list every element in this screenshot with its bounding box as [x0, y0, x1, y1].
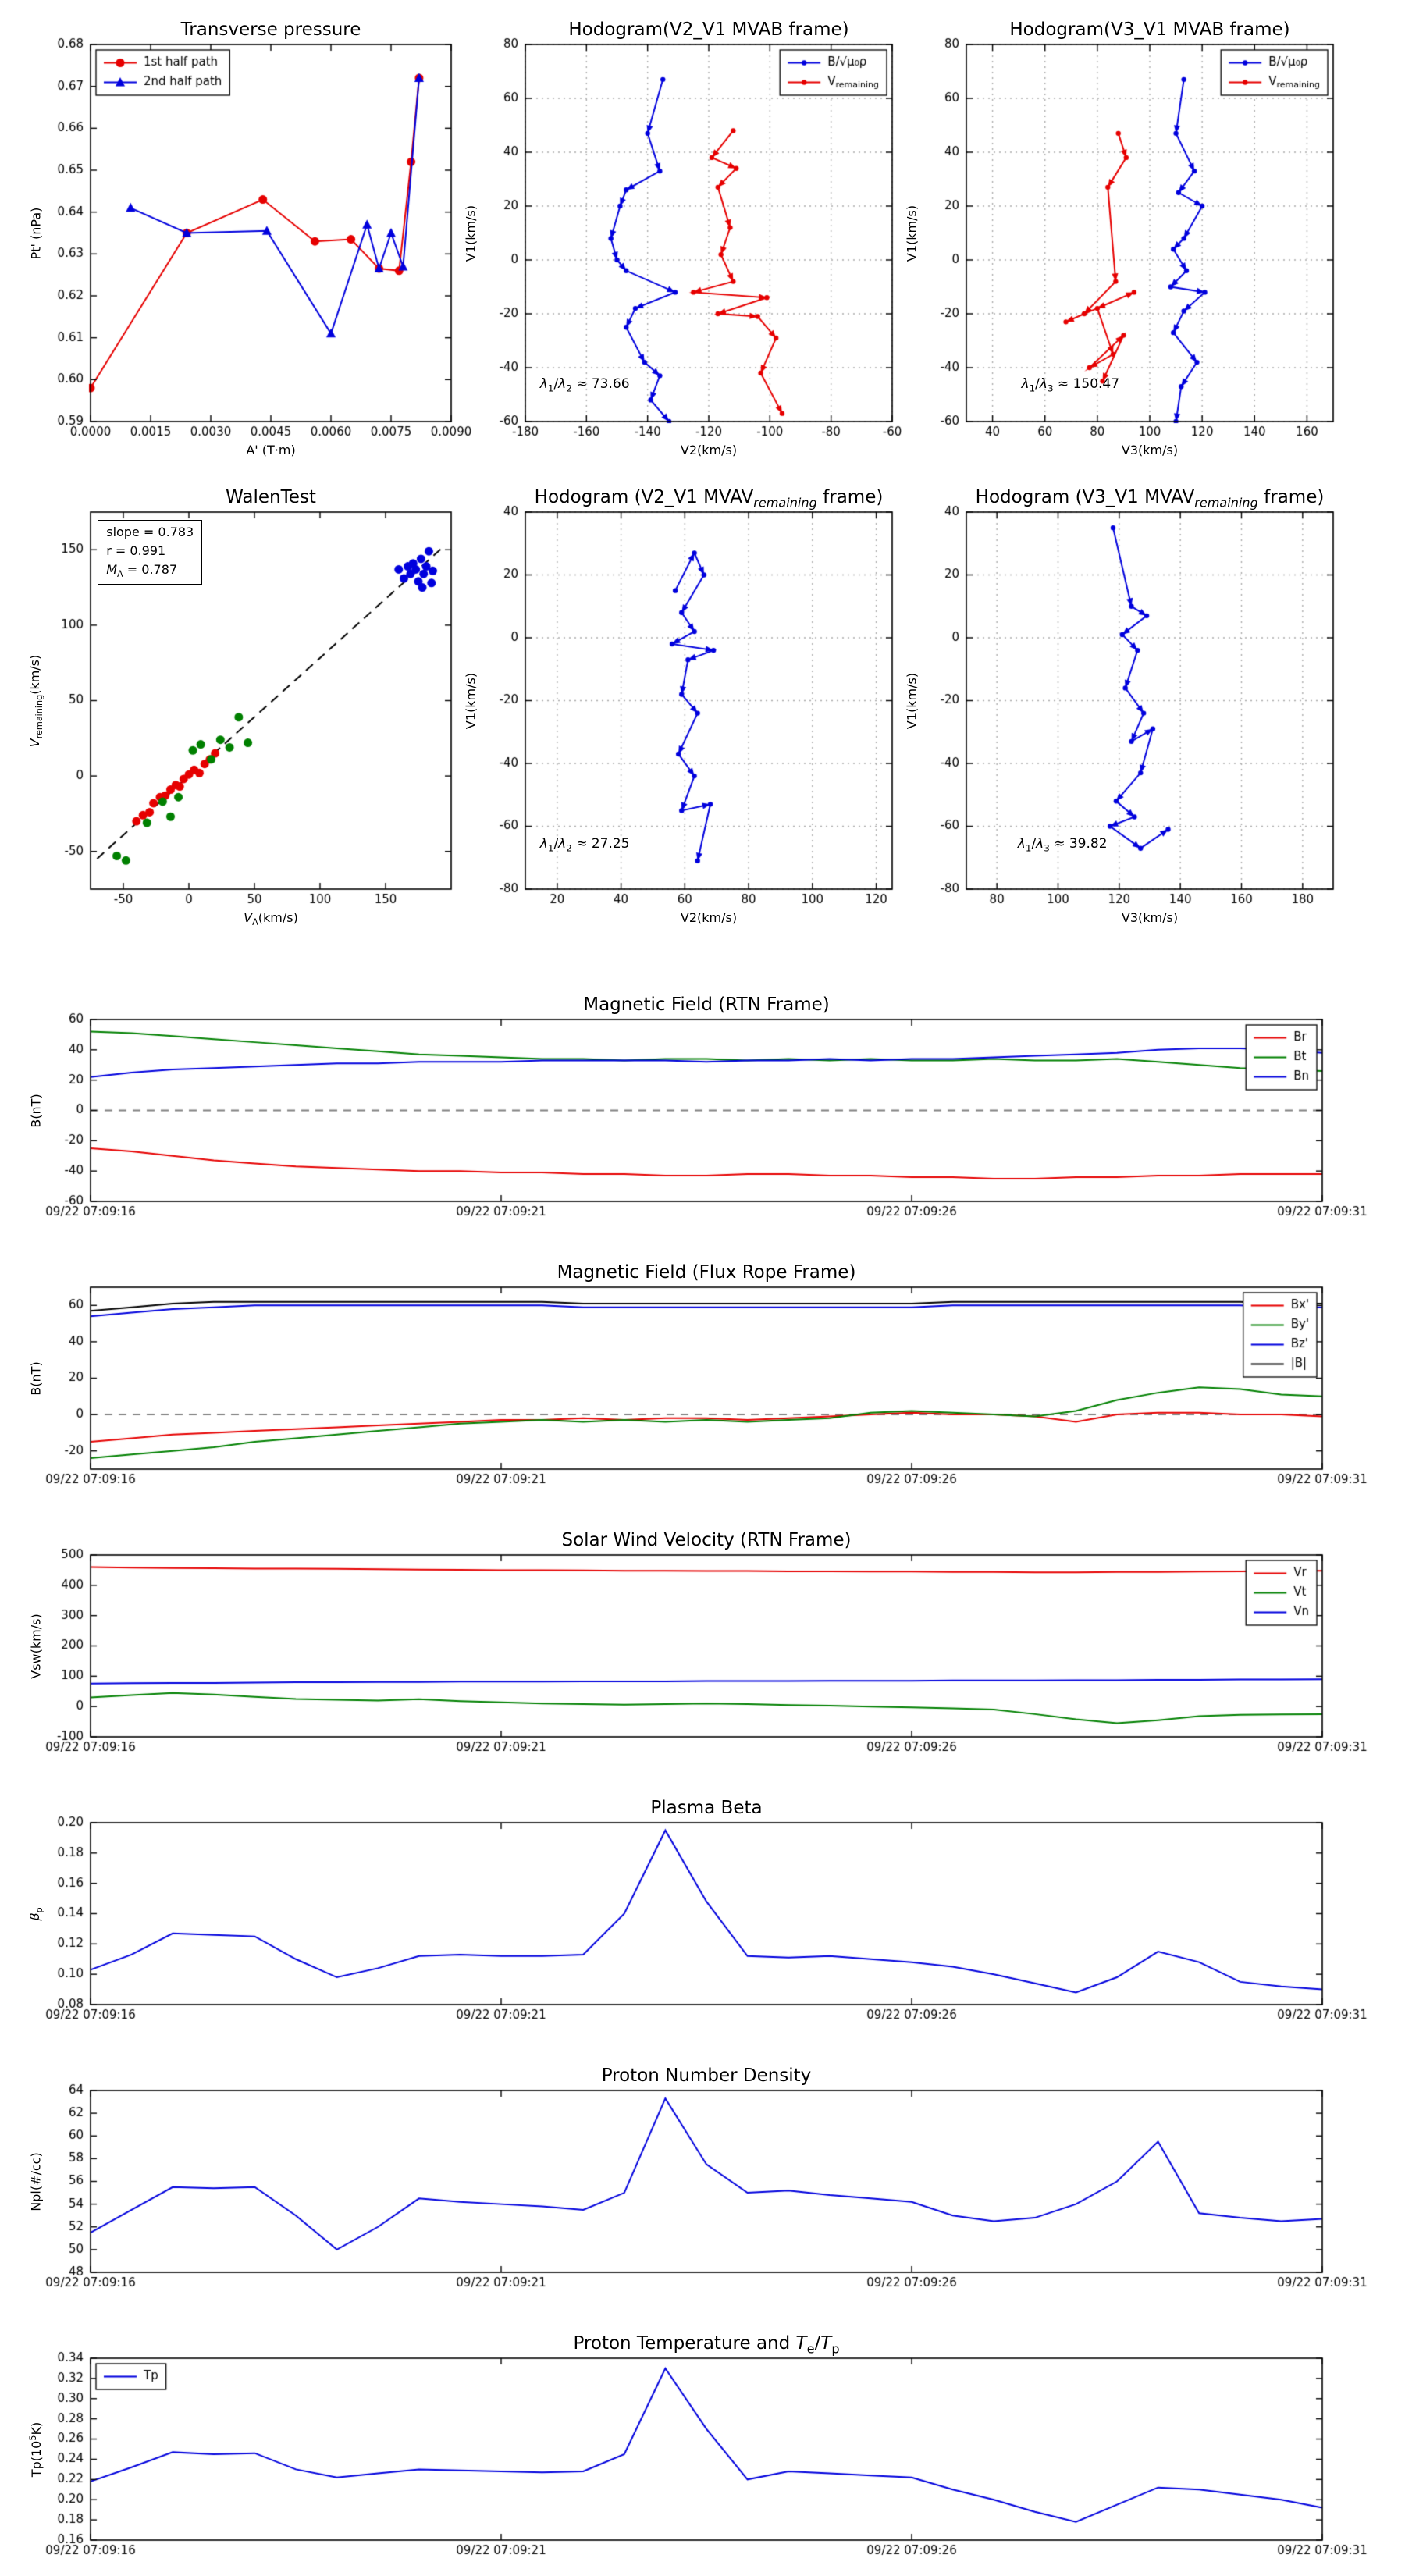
title-solar-wind-velocity: Solar Wind Velocity (RTN Frame) — [561, 1530, 852, 1550]
ylabel-solar-wind-velocity: Vsw(km/s) — [28, 1613, 44, 1679]
title-magnetic-field-rtn: Magnetic Field (RTN Frame) — [583, 994, 830, 1015]
xlabel-walen-test: VA(km/s) — [244, 910, 298, 928]
ylabel-magnetic-field-flux-rope: B(nT) — [28, 1361, 44, 1396]
xlabel-hodogram-v2v1-mvav: V2(km/s) — [680, 910, 738, 925]
ylabel-transverse-pressure: Pt' (nPa) — [28, 207, 44, 259]
title-transverse-pressure: Transverse pressure — [180, 20, 361, 40]
title-walen-test: WalenTest — [226, 487, 316, 507]
walen-stats-box: slope = 0.783 r = 0.991 MA = 0.787 — [98, 519, 203, 585]
xlabel-transverse-pressure: A' (T·m) — [246, 443, 296, 457]
ylabel-magnetic-field-rtn: B(nT) — [28, 1093, 44, 1128]
title-magnetic-field-flux-rope: Magnetic Field (Flux Rope Frame) — [557, 1262, 856, 1283]
ylabel-hodogram-v2v1-mvav: V1(km/s) — [463, 672, 478, 729]
ylabel-proton-temperature: Tp(105K) — [27, 2421, 44, 2477]
title-hodogram-v2v1-mvav: Hodogram (V2_V1 MVAVremaining frame) — [534, 487, 884, 511]
xlabel-hodogram-v3v1-mvab: V3(km/s) — [1121, 443, 1179, 457]
xlabel-hodogram-v2v1-mvab: V2(km/s) — [680, 443, 738, 457]
title-proton-temperature: Proton Temperature and Te/Tp — [573, 2333, 840, 2357]
annotation-lambda-ratio-mvab-v3v1: λ1/λ3 ≈ 150.47 — [1021, 376, 1120, 394]
ylabel-hodogram-v3v1-mvab: V1(km/s) — [904, 205, 919, 262]
title-hodogram-v3v1-mvab: Hodogram(V3_V1 MVAB frame) — [1009, 20, 1290, 40]
ylabel-hodogram-v2v1-mvab: V1(km/s) — [463, 205, 478, 262]
title-hodogram-v2v1-mvab: Hodogram(V2_V1 MVAB frame) — [568, 20, 849, 40]
annotation-lambda-ratio-mvab-v2v1: λ1/λ2 ≈ 73.66 — [539, 376, 630, 394]
title-proton-number-density: Proton Number Density — [601, 2065, 812, 2086]
annotation-lambda-ratio-mvav-v3v1: λ1/λ3 ≈ 39.82 — [1017, 836, 1108, 854]
ylabel-hodogram-v3v1-mvav: V1(km/s) — [904, 672, 919, 729]
annotation-lambda-ratio-mvav-v2v1: λ1/λ2 ≈ 27.25 — [539, 836, 630, 854]
title-hodogram-v3v1-mvav: Hodogram (V3_V1 MVAVremaining frame) — [975, 487, 1325, 511]
title-plasma-beta: Plasma Beta — [650, 1798, 763, 1818]
ylabel-plasma-beta: βp — [27, 1906, 45, 1921]
ylabel-walen-test: Vremaining(km/s) — [27, 654, 45, 747]
ylabel-proton-number-density: Npl(#/cc) — [28, 2151, 44, 2211]
xlabel-hodogram-v3v1-mvav: V3(km/s) — [1121, 910, 1179, 925]
